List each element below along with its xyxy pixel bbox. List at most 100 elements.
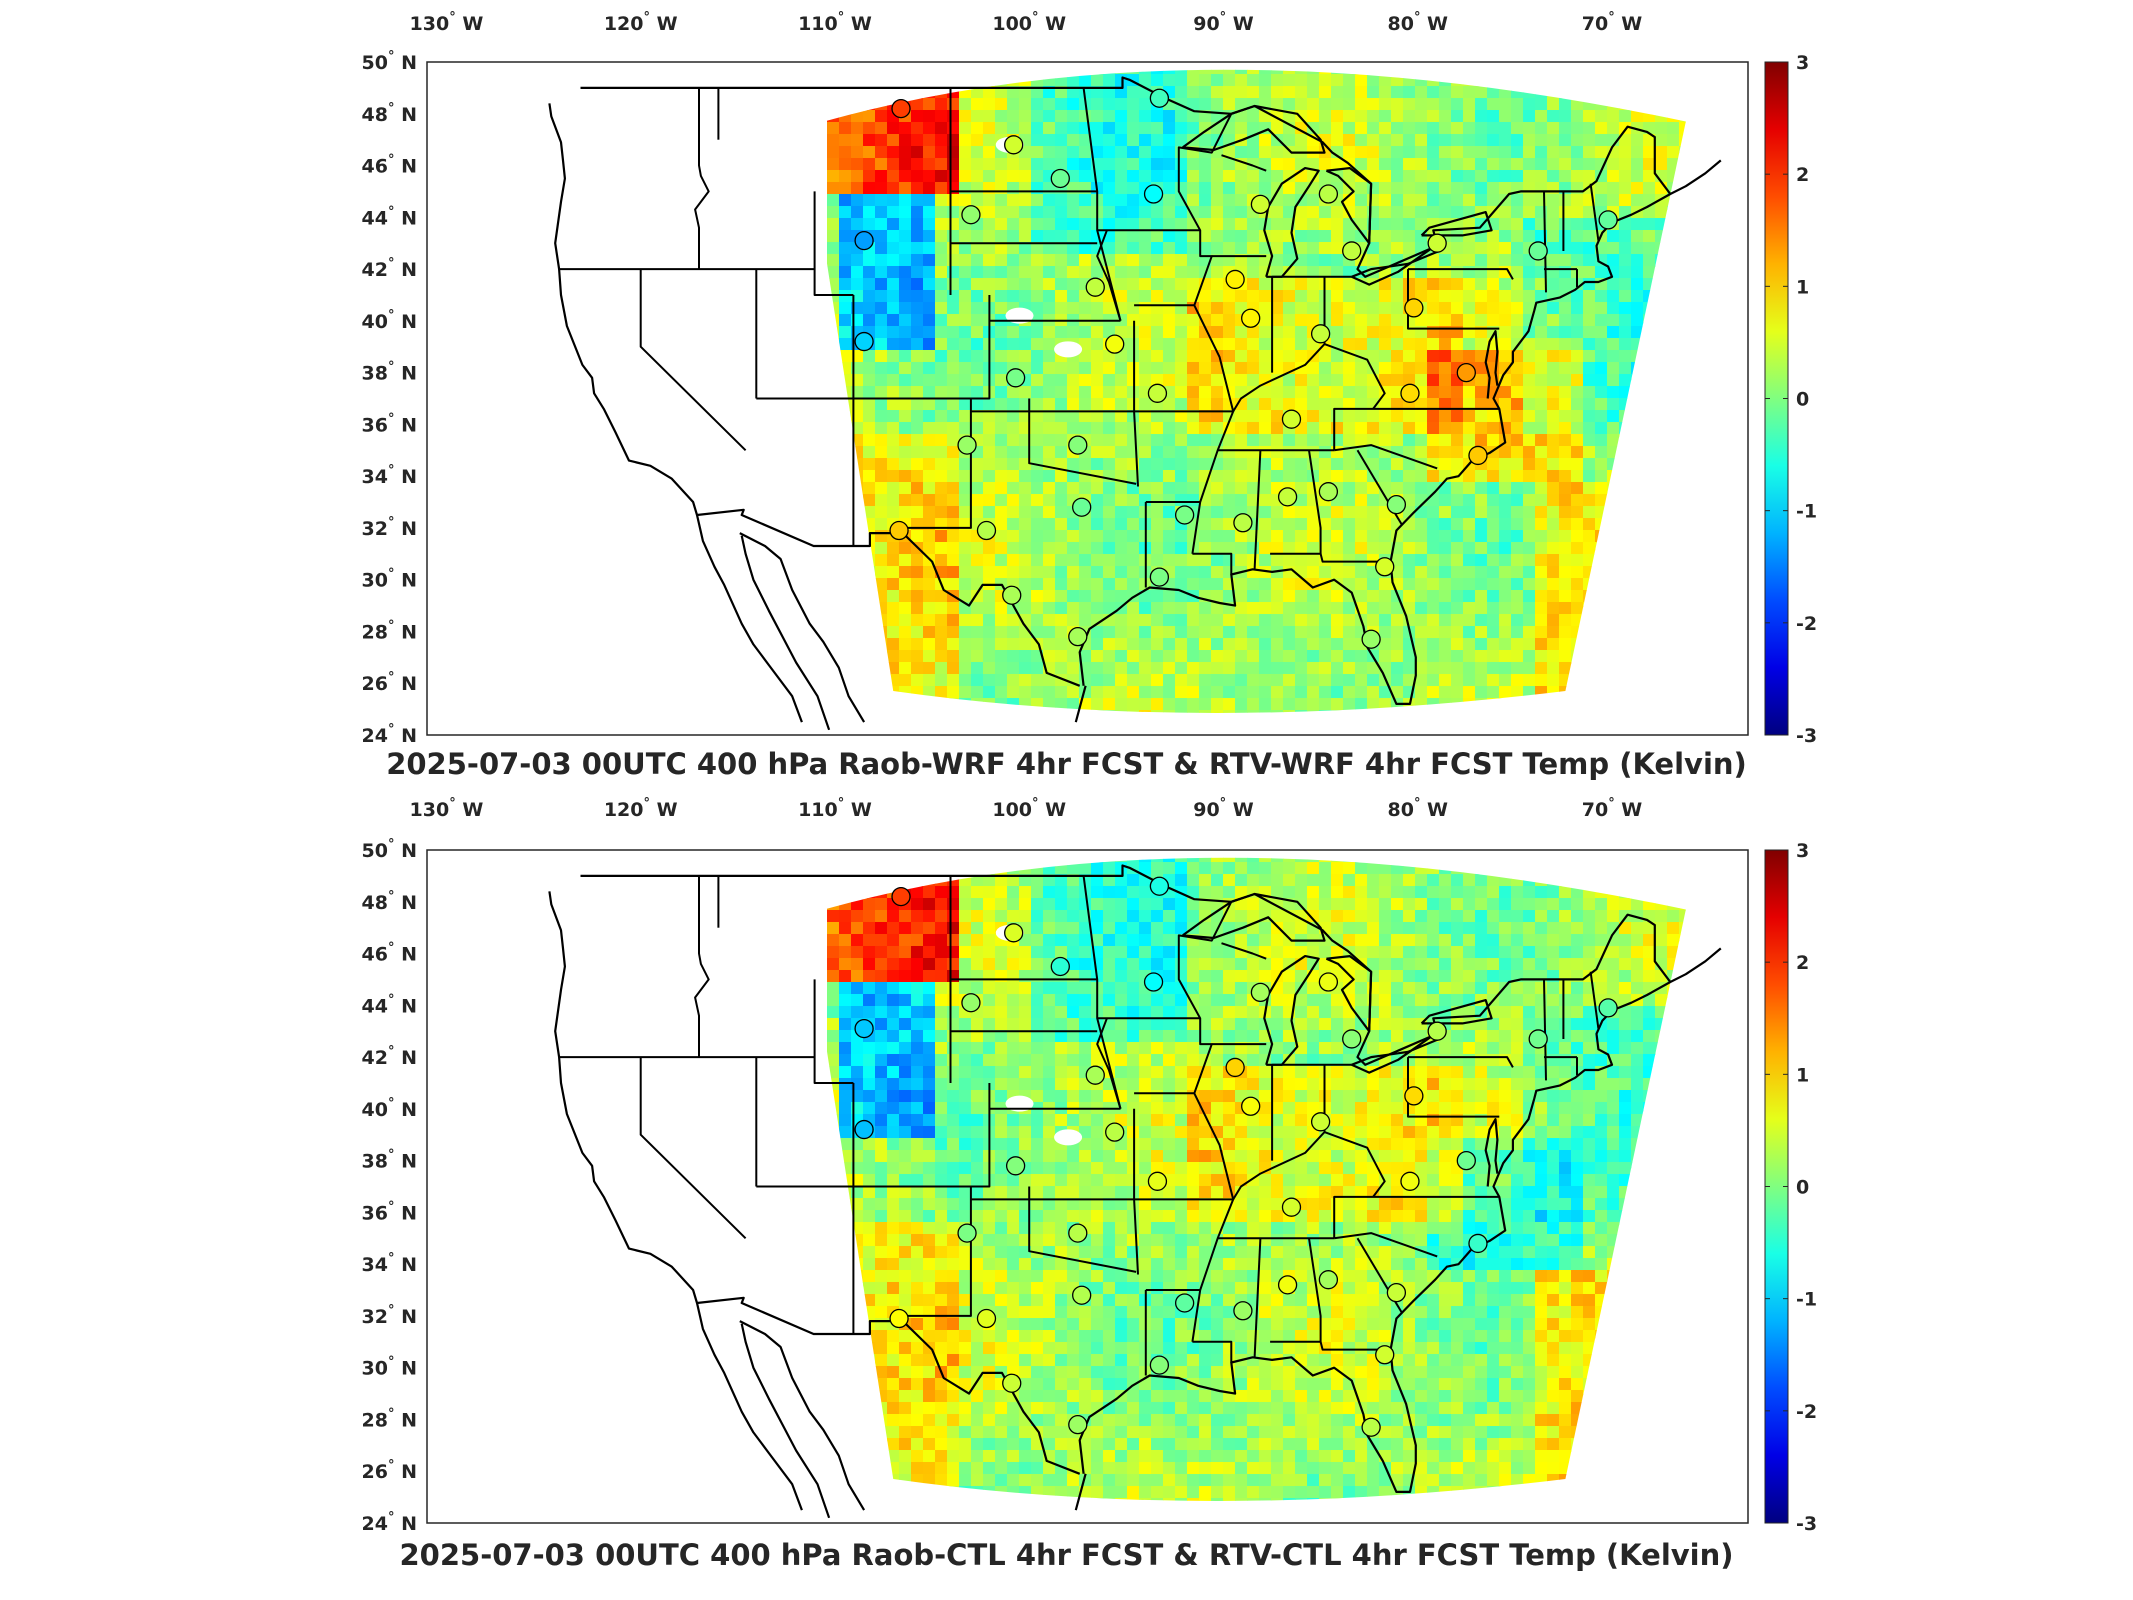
station-marker xyxy=(1005,368,1026,388)
station-marker xyxy=(854,331,874,352)
station-marker xyxy=(1004,923,1024,943)
boundaries xyxy=(548,76,1722,731)
lon-tick-label: 70° W xyxy=(1582,10,1643,35)
station-marker xyxy=(1143,184,1164,204)
station-marker xyxy=(1281,409,1302,429)
station-marker xyxy=(957,435,977,455)
station-marker xyxy=(961,205,981,225)
lat-tick-label: 46° N xyxy=(362,941,417,966)
station-marker xyxy=(1404,298,1424,318)
colorbar-ticks: 3 2 1 0 -1 -2 -3 xyxy=(1765,52,1817,747)
station-marker xyxy=(854,230,874,251)
lat-tick-label: 32° N xyxy=(362,515,417,540)
lat-tick-label: 28° N xyxy=(362,1406,417,1431)
station-marker xyxy=(1342,241,1362,261)
colorbar-tick-label: -3 xyxy=(1796,725,1817,747)
station-marker xyxy=(854,1119,874,1140)
station-marker xyxy=(1281,1197,1302,1217)
station-marker xyxy=(1427,1021,1447,1041)
station-marker xyxy=(1277,1275,1298,1295)
station-marker xyxy=(1143,972,1164,992)
lat-tick-label: 36° N xyxy=(362,1199,417,1224)
station-marker xyxy=(961,993,981,1013)
lon-tick-label: 130° W xyxy=(410,796,484,821)
lat-tick-label: 34° N xyxy=(362,1251,417,1276)
station-marker xyxy=(1085,277,1105,297)
station-marker xyxy=(1361,629,1381,649)
colorbar-tick-label: 2 xyxy=(1796,952,1809,974)
lat-tick-label: 38° N xyxy=(362,360,417,385)
station-marker xyxy=(889,520,909,541)
station-marker xyxy=(1174,505,1195,525)
lat-tick-label: 30° N xyxy=(362,567,417,592)
station-marker xyxy=(1375,1345,1395,1365)
station-marker xyxy=(1400,383,1420,403)
colorbar-tick-label: -1 xyxy=(1796,501,1817,523)
station-marker xyxy=(1233,1301,1253,1321)
station-marker xyxy=(1147,1171,1168,1191)
lat-tick-label: 32° N xyxy=(362,1303,417,1328)
station-marker xyxy=(1456,362,1476,383)
lon-tick-label: 90° W xyxy=(1193,10,1254,35)
lat-tick-label: 48° N xyxy=(362,101,417,126)
station-marker xyxy=(1386,494,1407,515)
station-marker xyxy=(889,1308,909,1329)
panel-title-bottom: 2025-07-03 00UTC 400 hPa Raob-CTL 4hr FC… xyxy=(399,1538,1734,1572)
lon-tick-label: 90° W xyxy=(1193,796,1254,821)
station-marker xyxy=(1068,1223,1088,1243)
raob-stations xyxy=(854,88,1618,649)
colorbar-tick-label: 1 xyxy=(1796,276,1809,298)
station-marker xyxy=(1598,210,1618,230)
colorbar-tick-label: 1 xyxy=(1796,1064,1809,1086)
station-marker xyxy=(1456,1150,1476,1171)
colorbar-tick-label: -2 xyxy=(1796,1401,1817,1423)
station-marker xyxy=(1002,1373,1022,1393)
colorbar-tick-label: 0 xyxy=(1796,389,1809,411)
station-marker xyxy=(1068,1414,1088,1435)
colorbar-tick-label: 0 xyxy=(1796,1177,1809,1199)
lat-tick-label: 30° N xyxy=(362,1355,417,1380)
lon-tick-label: 120° W xyxy=(604,796,678,821)
lon-tick-label: 110° W xyxy=(798,10,872,35)
lon-tick-labels: 130° W 120° W 110° W 100° W 90° W 80° W 70° W xyxy=(410,10,1643,35)
station-marker xyxy=(1250,194,1271,215)
lat-tick-labels: 50° N 48° N 46° N 44° N 42° N 40° N 38° N 36° N… xyxy=(362,49,417,747)
lon-tick-label: 70° W xyxy=(1582,796,1643,821)
colorbar-tick-label: 2 xyxy=(1796,164,1809,186)
station-marker xyxy=(1361,1417,1381,1437)
station-marker xyxy=(1277,487,1298,507)
station-marker xyxy=(1068,626,1088,647)
map-panel-bottom: 130° W 120° W 110° W 100° W 90° W 80° W 70° W 5… xyxy=(0,792,2133,1600)
lat-tick-label: 42° N xyxy=(362,1044,417,1069)
station-marker xyxy=(1250,982,1271,1003)
lat-tick-label: 34° N xyxy=(362,463,417,488)
map-frame xyxy=(426,849,1749,1524)
lat-tick-label: 50° N xyxy=(362,49,417,74)
station-marker xyxy=(1241,308,1261,328)
lat-tick-label: 28° N xyxy=(362,618,417,643)
map-panel-top: 130° W 120° W 110° W 100° W 90° W 80° W 70° W 5… xyxy=(362,10,1818,781)
map-figure-bottom: 130° W 120° W 110° W 100° W 90° W 80° W 70° W 5… xyxy=(362,796,1818,1535)
station-marker xyxy=(1375,557,1395,577)
lat-tick-label: 38° N xyxy=(362,1148,417,1173)
station-marker xyxy=(1241,1096,1261,1116)
station-marker xyxy=(1174,1293,1195,1313)
lat-tick-label: 44° N xyxy=(362,204,417,229)
station-marker xyxy=(1598,998,1618,1018)
colorbar-tick-label: -2 xyxy=(1796,613,1817,635)
station-marker xyxy=(976,1308,997,1329)
station-marker xyxy=(891,98,911,119)
station-marker xyxy=(1427,233,1447,253)
lat-tick-label: 40° N xyxy=(362,308,417,333)
lon-tick-label: 120° W xyxy=(604,10,678,35)
station-marker xyxy=(854,1018,874,1039)
station-marker xyxy=(1005,1156,1026,1176)
colorbar-tick-label: -3 xyxy=(1796,1513,1817,1535)
lat-tick-label: 42° N xyxy=(362,256,417,281)
station-marker xyxy=(1468,445,1488,466)
colorbar-tick-label: 3 xyxy=(1796,840,1809,862)
lat-tick-labels: 50° N 48° N 46° N 44° N 42° N 40° N 38° N 36° N… xyxy=(362,837,417,1535)
station-marker xyxy=(1050,956,1070,977)
station-marker xyxy=(1147,383,1168,403)
station-marker xyxy=(1072,497,1092,517)
